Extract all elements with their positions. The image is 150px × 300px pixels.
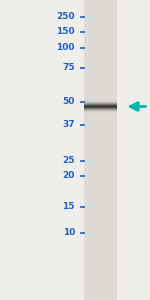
Text: 25: 25 (63, 156, 75, 165)
Bar (84, 113, 117, 114)
Text: 10: 10 (63, 228, 75, 237)
Bar (84, 111, 117, 112)
Bar (84, 115, 117, 116)
Bar (84, 103, 117, 104)
Text: 150: 150 (56, 27, 75, 36)
Bar (84, 100, 117, 101)
Text: 15: 15 (63, 202, 75, 211)
Bar (84, 105, 117, 106)
Bar (84, 97, 117, 98)
Bar (84, 0, 117, 300)
Text: 50: 50 (63, 98, 75, 106)
Text: 20: 20 (63, 171, 75, 180)
Text: 250: 250 (56, 12, 75, 21)
Bar (84, 114, 117, 115)
Bar (84, 112, 117, 113)
Bar (84, 106, 117, 107)
Bar (84, 108, 117, 109)
Bar (84, 99, 117, 100)
Bar (84, 101, 117, 102)
Bar (84, 109, 117, 110)
Bar (84, 98, 117, 99)
Text: 37: 37 (62, 120, 75, 129)
Text: 100: 100 (57, 44, 75, 52)
Text: 75: 75 (62, 63, 75, 72)
Bar (84, 110, 117, 111)
Bar (84, 102, 117, 103)
Bar (84, 104, 117, 105)
Bar (84, 107, 117, 108)
